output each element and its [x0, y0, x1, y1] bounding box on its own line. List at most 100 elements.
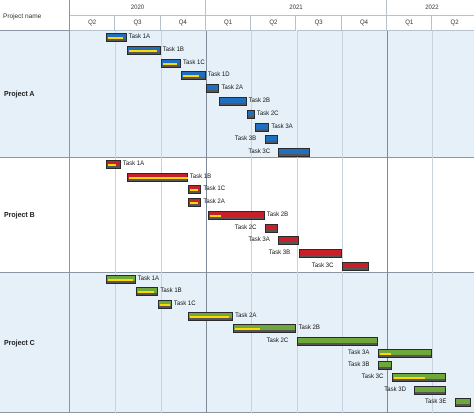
task-progress [108, 279, 133, 281]
project-name-header: Project name [0, 0, 70, 31]
task-baseline [255, 128, 269, 131]
task-baseline [136, 293, 158, 296]
task-label: Task 2A [203, 199, 225, 206]
task-progress [235, 328, 260, 331]
quarter-gridline [432, 158, 434, 273]
task-bar[interactable] [208, 210, 265, 220]
task-label: Task 2B [248, 98, 270, 104]
task-label: Task 1C [182, 59, 205, 66]
project-name[interactable]: Project A [0, 31, 70, 158]
task-baseline [220, 103, 246, 105]
task-progress [189, 202, 198, 205]
project-name[interactable]: Project C [0, 273, 70, 413]
task-bar[interactable] [180, 71, 206, 81]
task-bar[interactable] [296, 336, 379, 346]
quarter-gridline [387, 273, 389, 413]
quarter-gridline [160, 31, 162, 158]
task-label: Task 3C [248, 149, 271, 156]
task-bar[interactable] [414, 385, 446, 395]
task-baseline [127, 51, 160, 54]
task-bar[interactable] [254, 122, 270, 132]
task-label: Task 2B [298, 325, 320, 332]
task-baseline [299, 254, 341, 257]
task-baseline [127, 178, 187, 181]
task-bar[interactable] [341, 261, 369, 271]
task-bar[interactable] [264, 135, 279, 145]
year-header-2021: 2021 [205, 0, 388, 16]
task-bar[interactable] [278, 148, 311, 158]
year-header-2020: 2020 [70, 0, 206, 16]
task-baseline [297, 342, 378, 345]
task-bar[interactable] [106, 33, 127, 42]
project-name[interactable]: Project B [0, 158, 70, 273]
task-bar[interactable] [219, 97, 247, 106]
task-progress [380, 352, 391, 355]
quarter-header: Q2 [251, 16, 297, 31]
quarter-gridline [296, 158, 298, 273]
task-baseline [415, 391, 445, 394]
task-bar[interactable] [378, 361, 392, 371]
task-progress [160, 303, 170, 306]
quarter-header: Q2 [70, 16, 116, 31]
task-progress [189, 189, 198, 192]
task-baseline [279, 242, 298, 245]
task-bar[interactable] [187, 185, 202, 195]
task-label: Task 1B [160, 288, 182, 295]
task-bar[interactable] [106, 160, 121, 169]
task-baseline [188, 204, 201, 207]
task-label: Task 3E [425, 399, 447, 405]
task-bar[interactable] [187, 198, 202, 208]
task-bar[interactable] [187, 311, 234, 321]
task-bar[interactable] [135, 287, 159, 297]
task-baseline [209, 216, 264, 219]
task-bar[interactable] [246, 109, 255, 119]
task-label: Task 2B [266, 211, 289, 218]
task-label: Task 1A [137, 276, 160, 282]
task-progress [393, 377, 426, 380]
quarter-gridline [251, 31, 253, 158]
task-bar[interactable] [160, 58, 181, 68]
task-bar[interactable] [455, 398, 471, 407]
task-label: Task 2A [221, 85, 243, 92]
task-baseline [107, 166, 120, 168]
task-bar[interactable] [264, 223, 279, 233]
task-bar[interactable] [298, 248, 342, 258]
task-label: Task 3A [348, 349, 370, 356]
task-bar[interactable] [233, 324, 297, 334]
quarter-gridline [251, 273, 253, 413]
quarter-gridline [341, 158, 343, 273]
task-progress [108, 37, 123, 39]
quarter-header: Q1 [205, 16, 252, 31]
task-baseline [188, 317, 233, 320]
quarter-gridline [205, 273, 207, 413]
task-bar[interactable] [106, 275, 136, 284]
task-progress [182, 75, 200, 78]
year-header-2022: 2022 [387, 0, 474, 16]
project-band [0, 273, 474, 413]
task-baseline [279, 154, 310, 157]
task-label: Task 2C [256, 110, 279, 117]
task-progress [189, 315, 229, 318]
task-progress [128, 49, 158, 52]
task-bar[interactable] [158, 299, 172, 309]
task-label: Task 2C [234, 224, 257, 231]
task-bar[interactable] [378, 348, 433, 358]
quarter-gridline [387, 158, 389, 273]
task-bar[interactable] [278, 236, 299, 246]
task-baseline [107, 281, 135, 283]
task-bar[interactable] [205, 84, 220, 94]
quarter-gridline [205, 31, 207, 158]
quarter-gridline [115, 273, 117, 413]
quarter-gridline [296, 31, 298, 158]
task-baseline [159, 305, 171, 308]
task-bar[interactable] [126, 45, 161, 55]
task-label: Task 3D [384, 386, 406, 393]
task-label: Task 3A [248, 237, 270, 244]
task-label: Task 3B [234, 136, 257, 143]
task-baseline [188, 191, 201, 194]
task-bar[interactable] [126, 172, 188, 182]
task-label: Task 3B [268, 249, 291, 256]
quarter-header: Q3 [296, 16, 342, 31]
task-bar[interactable] [391, 373, 446, 383]
